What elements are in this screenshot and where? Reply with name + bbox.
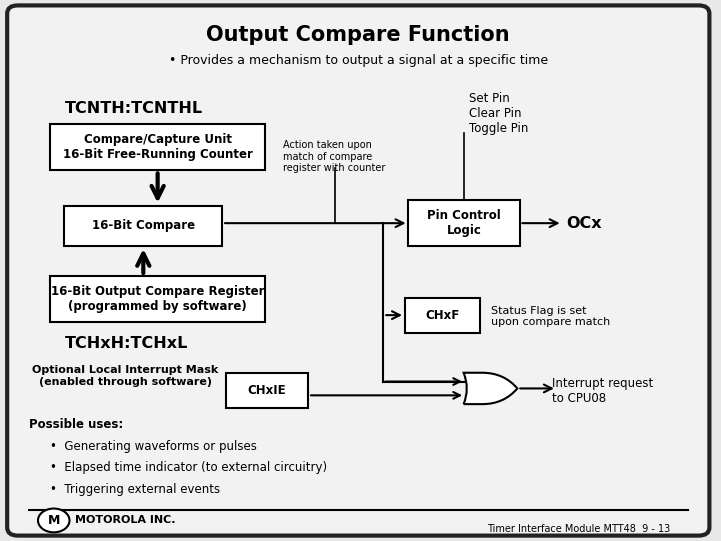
Circle shape: [38, 509, 69, 532]
Text: 16-Bit Compare: 16-Bit Compare: [92, 219, 195, 233]
FancyBboxPatch shape: [7, 5, 709, 536]
Text: CHxF: CHxF: [425, 308, 459, 322]
FancyBboxPatch shape: [408, 200, 520, 246]
Text: Set Pin
Clear Pin
Toggle Pin: Set Pin Clear Pin Toggle Pin: [469, 92, 528, 135]
Text: MOTOROLA INC.: MOTOROLA INC.: [75, 516, 176, 525]
Text: CHxIE: CHxIE: [247, 384, 286, 398]
Text: TCHxH:TCHxL: TCHxH:TCHxL: [64, 336, 188, 351]
Text: •  Generating waveforms or pulses: • Generating waveforms or pulses: [50, 440, 257, 453]
Text: Action taken upon
match of compare
register with counter: Action taken upon match of compare regis…: [283, 140, 386, 174]
Text: TCNTH:TCNTHL: TCNTH:TCNTHL: [64, 101, 203, 116]
FancyBboxPatch shape: [27, 71, 689, 520]
Text: •  Triggering external events: • Triggering external events: [50, 483, 221, 496]
Text: • Provides a mechanism to output a signal at a specific time: • Provides a mechanism to output a signa…: [169, 54, 548, 67]
Text: Optional Local Interrupt Mask
(enabled through software): Optional Local Interrupt Mask (enabled t…: [32, 365, 218, 387]
Text: 16-Bit Output Compare Register
(programmed by software): 16-Bit Output Compare Register (programm…: [51, 285, 265, 313]
FancyBboxPatch shape: [405, 298, 480, 333]
Text: Possible uses:: Possible uses:: [29, 418, 123, 431]
Text: Pin Control
Logic: Pin Control Logic: [427, 209, 501, 237]
PathPatch shape: [464, 373, 518, 404]
Text: OCx: OCx: [566, 216, 602, 231]
FancyBboxPatch shape: [64, 206, 222, 246]
Text: M: M: [48, 514, 60, 527]
Text: Output Compare Function: Output Compare Function: [206, 25, 510, 45]
Text: Timer Interface Module MTT48  9 - 13: Timer Interface Module MTT48 9 - 13: [487, 524, 671, 534]
Text: Interrupt request
to CPU08: Interrupt request to CPU08: [552, 377, 653, 405]
Text: Compare/Capture Unit
16-Bit Free-Running Counter: Compare/Capture Unit 16-Bit Free-Running…: [63, 134, 252, 161]
FancyBboxPatch shape: [50, 124, 265, 170]
Text: Status Flag is set
upon compare match: Status Flag is set upon compare match: [491, 306, 610, 327]
Text: •  Elapsed time indicator (to external circuitry): • Elapsed time indicator (to external ci…: [50, 461, 327, 474]
FancyBboxPatch shape: [50, 276, 265, 322]
FancyBboxPatch shape: [226, 373, 308, 408]
